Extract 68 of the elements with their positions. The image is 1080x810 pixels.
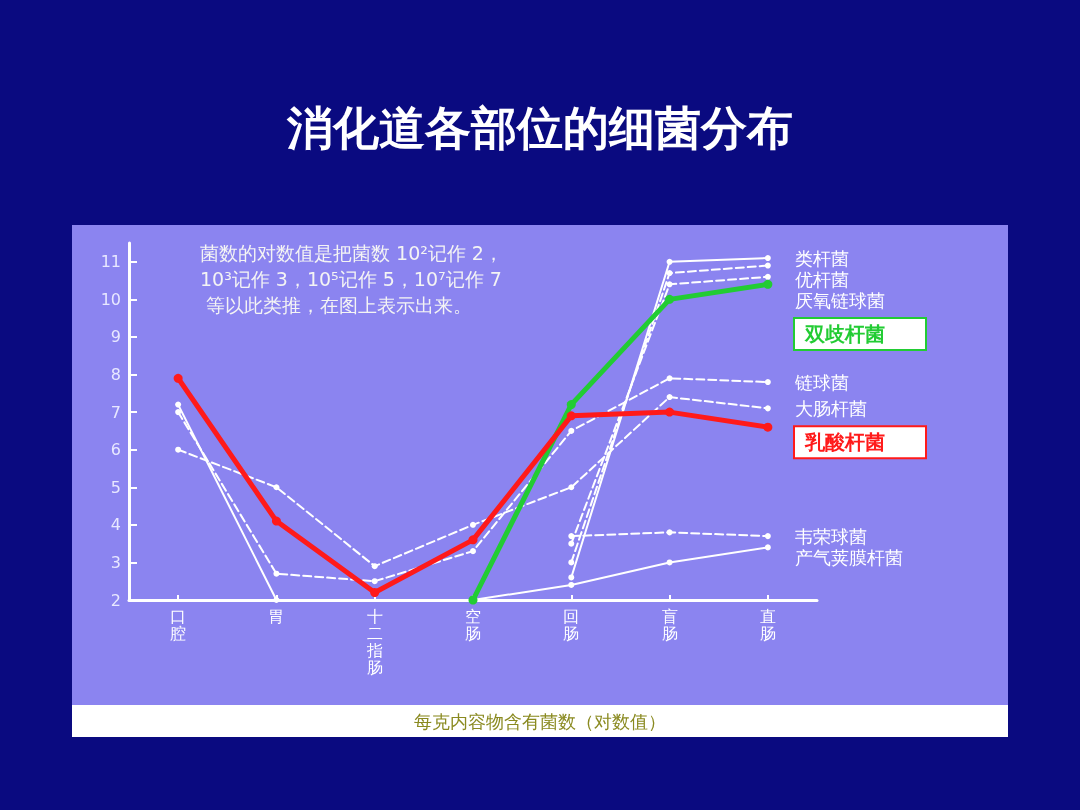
y-tick-label: 4 (110, 515, 121, 535)
y-tick-label: 3 (110, 552, 121, 572)
y-tick-label: 2 (110, 590, 121, 610)
point (470, 548, 476, 555)
point (666, 281, 673, 288)
y-tick-label: 11 (100, 252, 121, 272)
point (665, 407, 675, 417)
point (273, 570, 280, 577)
x-tick-label: 盲肠 (661, 607, 678, 643)
point (273, 484, 280, 491)
point (764, 262, 771, 269)
series-label: 厌氧链球菌 (795, 289, 885, 311)
x-tick-label: 空肠 (465, 607, 481, 643)
point (370, 587, 380, 597)
point (568, 540, 575, 547)
point (470, 521, 476, 528)
series-label: 链球菌 (794, 371, 849, 393)
y-tick-label: 6 (110, 440, 121, 460)
point (568, 533, 575, 540)
point (568, 581, 575, 588)
point (763, 422, 773, 432)
text: 双歧杆菌 (804, 322, 885, 347)
x-tick-label: 直肠 (759, 607, 776, 643)
point (764, 273, 771, 280)
point (371, 563, 378, 570)
series-label: 类杆菌 (795, 247, 849, 269)
point (666, 375, 673, 382)
point (175, 446, 182, 453)
point (271, 516, 281, 526)
point (175, 409, 182, 416)
point (568, 427, 575, 434)
y-tick-label: 9 (110, 327, 121, 347)
annotation: 菌数的对数值是把菌数 10²记作 2，10³记作 3，10⁵记作 5，10⁷记作 7 等以此类推，在图上表示出来。 (200, 242, 503, 316)
point (764, 255, 771, 262)
point (764, 379, 771, 386)
point (568, 484, 575, 491)
y-tick-label: 7 (110, 402, 121, 422)
point (173, 373, 183, 383)
point (566, 411, 576, 421)
series-label: 韦荣球菌 (795, 525, 867, 547)
point (175, 401, 182, 408)
point (666, 270, 673, 277)
point (566, 400, 576, 410)
point (763, 279, 773, 289)
y-tick-label: 8 (110, 365, 121, 385)
point (666, 559, 673, 566)
point (666, 258, 673, 265)
y-tick-label: 10 (100, 289, 121, 309)
point (666, 394, 673, 401)
x-tick-label: 十二指肠 (365, 607, 383, 677)
point (666, 529, 673, 536)
x-tick-label: 回肠 (563, 607, 580, 643)
chart-title: 消化道各部位的细菌分布 (286, 101, 793, 155)
point (468, 535, 478, 545)
point (764, 405, 771, 412)
series-label: 乳酸杆菌 (804, 430, 885, 455)
point (568, 559, 575, 566)
point (665, 294, 675, 304)
x-axis-title: 每克内容物含有菌数（对数值） (414, 710, 666, 732)
point (764, 544, 771, 551)
point (764, 533, 771, 540)
series-label: 大肠杆菌 (795, 397, 867, 419)
y-tick-label: 5 (110, 477, 121, 497)
series-label: 优杆菌 (795, 268, 849, 290)
x-tick-label: 口腔 (170, 607, 187, 643)
series-label: 产气荚膜杆菌 (795, 546, 903, 568)
point (371, 578, 378, 585)
x-tick-label: 胃 (268, 607, 285, 626)
